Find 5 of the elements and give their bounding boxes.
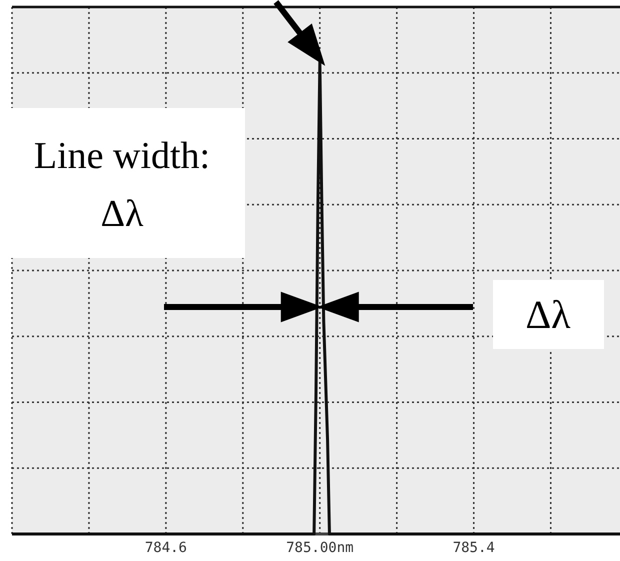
x-tick-label: 784.6 <box>144 540 187 556</box>
annotation: Line width: Δλ <box>34 135 210 235</box>
annotation: Δλ <box>525 292 572 337</box>
x-tick-label: 785.00nm <box>286 540 354 556</box>
x-tick-label: 785.4 <box>452 540 495 556</box>
